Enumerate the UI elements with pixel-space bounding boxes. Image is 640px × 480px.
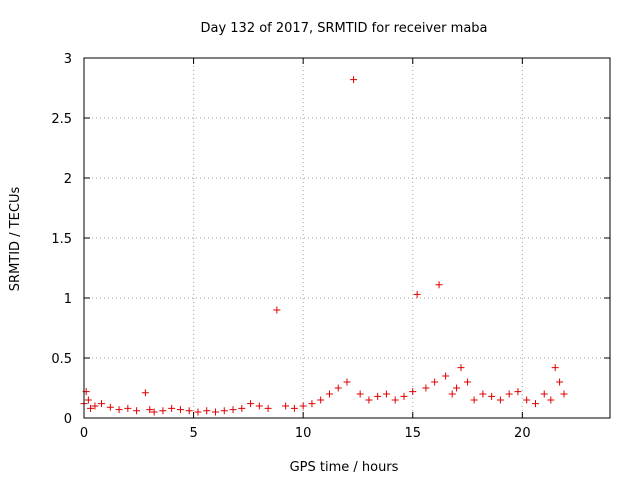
data-point (382, 390, 390, 398)
y-tick-label: 3 (64, 52, 72, 67)
data-point (185, 407, 193, 415)
x-tick-label: 20 (514, 426, 531, 441)
y-tick-label: 1.5 (51, 232, 72, 247)
data-point (325, 390, 333, 398)
grid (84, 58, 610, 418)
data-point (229, 406, 237, 414)
data-points (80, 76, 568, 416)
x-axis-label: GPS time / hours (290, 460, 399, 475)
ticks: 0 5 10 15 20 0 0.5 1 1.5 2 2.5 3 (51, 52, 610, 441)
y-tick-label: 2 (64, 172, 72, 187)
y-tick-label: 0.5 (51, 352, 72, 367)
data-point (422, 384, 430, 392)
data-point (91, 402, 99, 410)
data-point (159, 407, 167, 415)
data-point (391, 396, 399, 404)
data-point (560, 390, 568, 398)
data-point (203, 407, 211, 415)
data-point (124, 404, 132, 412)
data-point (556, 378, 564, 386)
data-point (523, 396, 531, 404)
data-point (531, 400, 539, 408)
data-point (106, 403, 114, 411)
data-point (194, 408, 202, 416)
data-point (453, 384, 461, 392)
data-point (98, 400, 106, 408)
y-tick-label: 1 (64, 292, 72, 307)
data-point (282, 402, 290, 410)
data-point (488, 392, 496, 400)
data-point (299, 402, 307, 410)
data-point (356, 390, 364, 398)
data-point (133, 407, 141, 415)
data-point (435, 281, 443, 289)
data-point (176, 406, 184, 414)
data-point (141, 389, 149, 397)
data-point (150, 408, 158, 416)
y-axis-label: SRMTID / TECUs (8, 187, 23, 292)
data-point (334, 384, 342, 392)
data-point (442, 372, 450, 380)
y-tick-label: 0 (64, 412, 72, 427)
data-point (220, 407, 228, 415)
data-point (505, 390, 513, 398)
data-point (343, 378, 351, 386)
data-point (413, 290, 421, 298)
data-point (308, 400, 316, 408)
data-point (317, 396, 325, 404)
chart-title: Day 132 of 2017, SRMTID for receiver mab… (200, 21, 487, 36)
data-point (238, 404, 246, 412)
data-point (255, 402, 263, 410)
data-point (168, 404, 176, 412)
data-point (212, 408, 219, 416)
data-point (409, 388, 417, 396)
x-tick-label: 15 (404, 426, 421, 441)
data-point (448, 390, 456, 398)
data-point (273, 306, 281, 314)
data-point (470, 396, 478, 404)
data-point (551, 364, 559, 372)
data-point (247, 400, 255, 408)
data-point (547, 396, 555, 404)
plot-frame (83, 57, 611, 419)
data-point (146, 406, 154, 414)
data-point (264, 404, 272, 412)
data-point (457, 364, 465, 372)
x-tick-label: 0 (80, 426, 88, 441)
data-point (496, 396, 504, 404)
data-point (290, 404, 298, 412)
data-point (514, 388, 522, 396)
data-point (540, 390, 548, 398)
data-point (87, 404, 95, 412)
data-point (431, 378, 439, 386)
data-point (400, 392, 408, 400)
data-point (365, 396, 373, 404)
data-point (479, 390, 487, 398)
y-tick-label: 2.5 (51, 112, 72, 127)
data-point (350, 76, 358, 84)
x-tick-label: 5 (189, 426, 197, 441)
data-point (84, 396, 92, 404)
data-point (374, 392, 382, 400)
data-point (115, 406, 123, 414)
x-tick-label: 10 (295, 426, 312, 441)
data-point (464, 378, 472, 386)
